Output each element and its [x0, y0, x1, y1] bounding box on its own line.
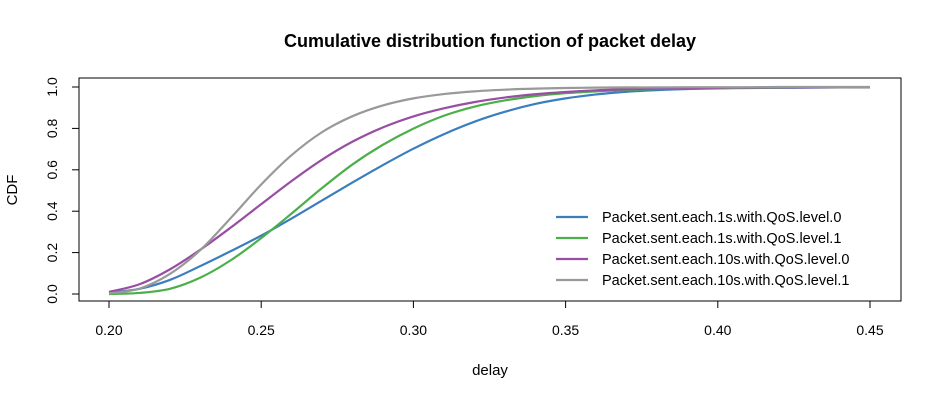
series-line-4 — [108, 85, 870, 295]
y-tick-label: 0.6 — [44, 160, 60, 180]
x-tick-label: 0.40 — [704, 322, 731, 338]
y-tick-label: 0.4 — [44, 201, 60, 221]
x-tick-label: 0.25 — [248, 322, 275, 338]
legend-label-3: Packet.sent.each.10s.with.QoS.level.0 — [602, 252, 849, 268]
x-tick-label: 0.30 — [400, 322, 427, 338]
y-tick-label: 0.8 — [44, 118, 60, 138]
x-tick-label: 0.20 — [95, 322, 122, 338]
legend-label-4: Packet.sent.each.10s.with.QoS.level.1 — [602, 273, 849, 289]
series-layer — [108, 85, 871, 296]
legend-label-1: Packet.sent.each.1s.with.QoS.level.0 — [602, 210, 841, 226]
y-tick-label: 0.0 — [44, 284, 60, 304]
y-tick-label: 1.0 — [44, 77, 60, 97]
legend-label-2: Packet.sent.each.1s.with.QoS.level.1 — [602, 231, 841, 247]
x-tick-label: 0.35 — [552, 322, 579, 338]
chart-title: Cumulative distribution function of pack… — [284, 31, 696, 51]
y-axis-label: CDF — [4, 175, 21, 206]
x-tick-label: 0.45 — [856, 322, 883, 338]
x-axis: 0.20 0.25 0.30 0.35 0.40 0.45 — [95, 300, 884, 338]
x-axis-label: delay — [472, 362, 508, 379]
y-axis: 0.0 0.2 0.4 0.6 0.8 1.0 — [44, 77, 80, 304]
y-tick-label: 0.2 — [44, 243, 60, 263]
legend: Packet.sent.each.1s.with.QoS.level.0 Pack… — [556, 210, 849, 289]
